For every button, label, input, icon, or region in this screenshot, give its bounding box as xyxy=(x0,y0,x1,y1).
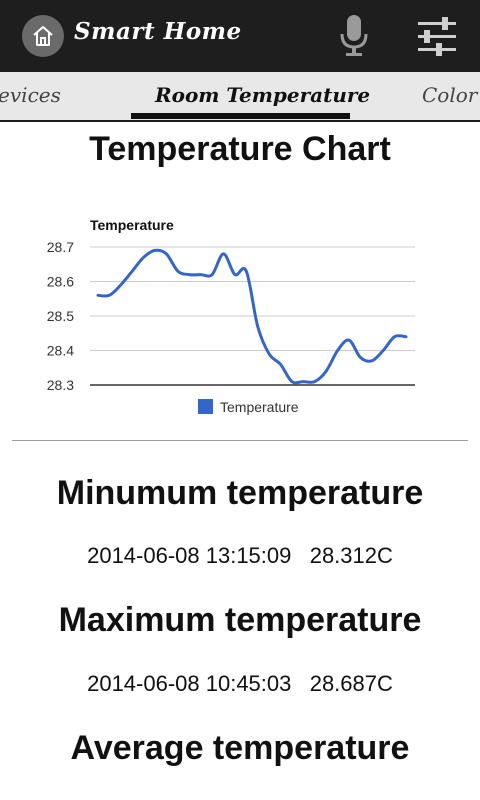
sliders-icon xyxy=(418,17,456,56)
legend-label: Temperature xyxy=(220,399,299,415)
y-tick-label: 28.4 xyxy=(47,343,74,359)
active-tab-indicator xyxy=(131,113,350,119)
divider xyxy=(12,440,468,441)
y-tick-label: 28.6 xyxy=(47,274,74,290)
y-tick-label: 28.3 xyxy=(47,377,74,393)
temperature-chart: Temperature 28.7 28.6 28.5 28.4 28.3 Tempera… xyxy=(47,217,415,415)
home-button[interactable] xyxy=(22,15,64,57)
legend-swatch xyxy=(198,399,213,414)
app-title: Smart Home xyxy=(74,18,242,45)
min-temperature-heading: Minumum temperature xyxy=(56,474,424,512)
settings-button[interactable] xyxy=(416,16,458,56)
y-tick-label: 28.5 xyxy=(47,308,74,324)
tab-color[interactable]: Color C xyxy=(422,83,480,107)
page-title: Temperature Chart xyxy=(89,130,391,168)
max-temperature-heading: Maximum temperature xyxy=(58,601,422,639)
max-temperature-value: 2014-06-08 10:45:03 28.687C xyxy=(87,671,393,696)
tab-room-temperature[interactable]: Room Temperature xyxy=(155,83,371,107)
y-tick-label: 28.7 xyxy=(47,239,74,255)
min-temperature-value: 2014-06-08 13:15:09 28.312C xyxy=(87,543,393,568)
home-icon xyxy=(33,26,53,46)
chart-series-temperature xyxy=(96,248,408,385)
chart-title: Temperature xyxy=(90,217,174,233)
avg-temperature-heading: Average temperature xyxy=(70,729,410,767)
app-bar: Smart Home xyxy=(0,0,480,72)
microphone-icon xyxy=(340,15,368,56)
tab-devices[interactable]: Devices xyxy=(0,83,61,107)
microphone-button[interactable] xyxy=(338,14,370,58)
